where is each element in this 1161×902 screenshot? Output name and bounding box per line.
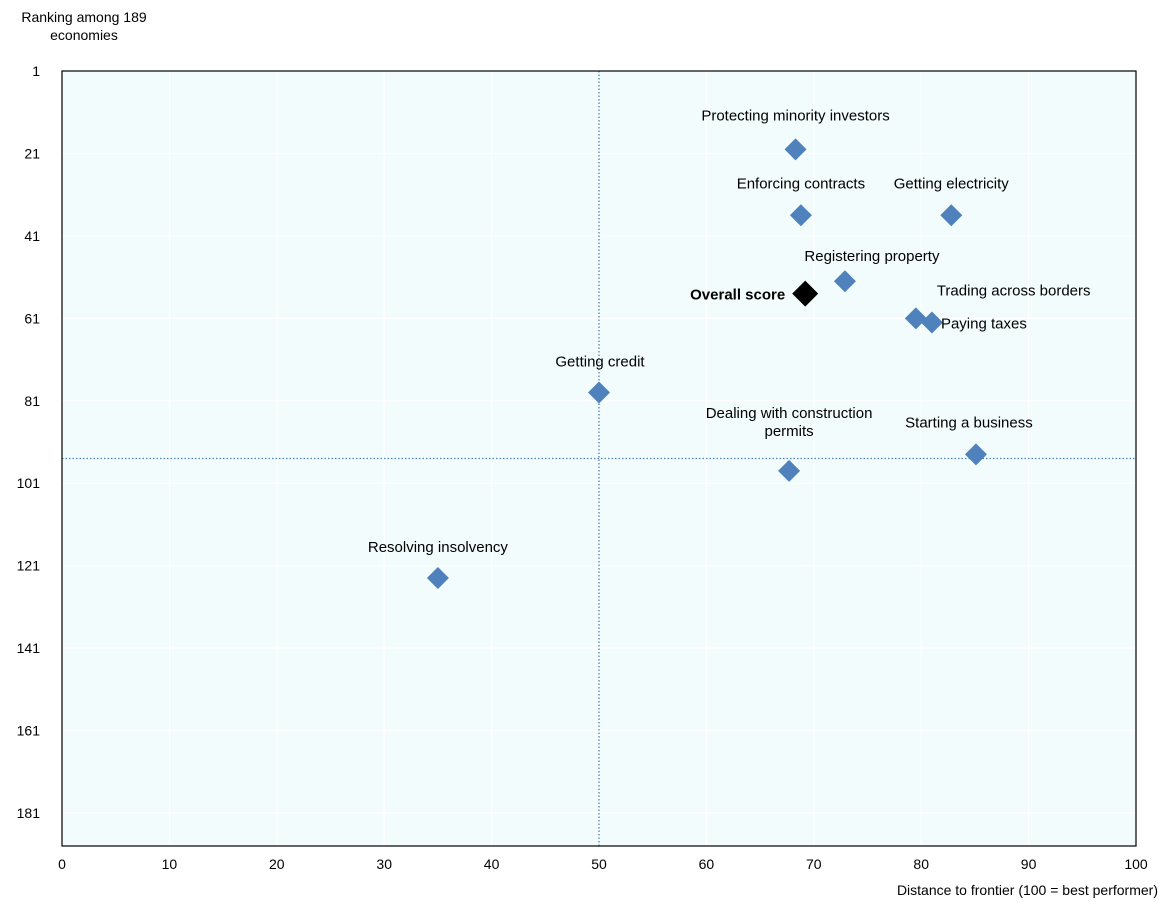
point-label: Protecting minority investors xyxy=(701,107,889,124)
y-tick-label: 61 xyxy=(24,310,40,326)
data-point-marker xyxy=(426,567,449,590)
point-label: Overall score xyxy=(690,287,785,304)
data-point-marker xyxy=(588,381,610,404)
point-label: Dealing with construction permits xyxy=(706,405,873,440)
point-label: Getting electricity xyxy=(894,175,1010,192)
x-tick-label: 50 xyxy=(591,856,607,872)
y-tick-label: 81 xyxy=(24,393,40,409)
data-point-marker xyxy=(789,204,812,227)
x-tick-label: 40 xyxy=(484,856,500,872)
y-tick-label: 21 xyxy=(24,145,40,161)
data-point-marker xyxy=(833,270,856,293)
data-point-marker xyxy=(784,138,807,161)
point-label-line: permits xyxy=(765,423,814,440)
y-tick-label: 1 xyxy=(32,63,40,79)
data-point-marker xyxy=(964,443,987,466)
data-point-marker xyxy=(778,459,801,482)
x-tick-label: 90 xyxy=(1021,856,1037,872)
data-points xyxy=(426,138,987,590)
x-axis-ticks: 0 10 20 30 40 50 60 70 80 90 100 xyxy=(58,856,1148,872)
point-label: Paying taxes xyxy=(941,315,1027,332)
y-tick-label: 141 xyxy=(17,640,41,656)
x-tick-label: 0 xyxy=(58,856,66,872)
point-label-line: Dealing with construction xyxy=(706,405,873,422)
x-tick-label: 100 xyxy=(1124,856,1148,872)
data-point-marker xyxy=(920,311,943,334)
point-label: Trading across borders xyxy=(937,282,1091,299)
x-tick-label: 20 xyxy=(269,856,285,872)
reference-lines xyxy=(62,71,1136,846)
overall-score-marker xyxy=(792,280,819,307)
data-point-marker xyxy=(940,204,963,227)
x-axis-title: Distance to frontier (100 = best perform… xyxy=(897,882,1158,898)
y-axis-title-line1: Ranking among 189 xyxy=(21,9,147,25)
y-tick-label: 161 xyxy=(17,723,41,739)
data-point-marker xyxy=(904,307,927,330)
y-tick-label: 41 xyxy=(24,228,40,244)
x-tick-label: 30 xyxy=(376,856,392,872)
y-tick-label: 121 xyxy=(17,558,41,574)
point-label: Resolving insolvency xyxy=(368,539,509,556)
x-tick-label: 10 xyxy=(162,856,178,872)
x-tick-label: 80 xyxy=(913,856,929,872)
point-label: Getting credit xyxy=(555,354,645,371)
x-tick-label: 60 xyxy=(699,856,715,872)
point-label: Enforcing contracts xyxy=(737,175,865,192)
point-labels: Protecting minority investors Enforcing c… xyxy=(368,107,1091,556)
plot-border xyxy=(61,70,1137,847)
y-axis-title-line2: economies xyxy=(50,27,118,43)
x-tick-label: 70 xyxy=(806,856,822,872)
y-tick-label: 181 xyxy=(17,805,41,821)
y-tick-label: 101 xyxy=(17,475,41,491)
point-label: Starting a business xyxy=(905,414,1033,431)
point-label: Registering property xyxy=(804,248,940,265)
